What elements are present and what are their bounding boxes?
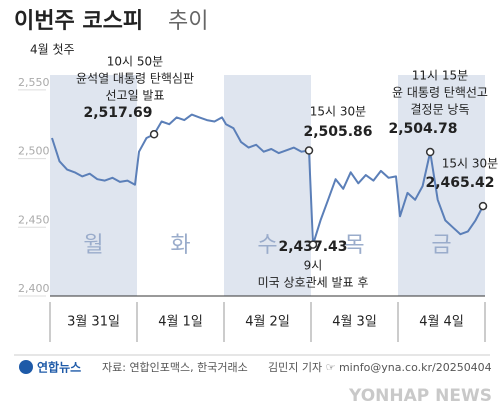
annotation: 결정문 낭독	[410, 103, 469, 117]
x-tick-label: 4월 1일	[158, 315, 203, 330]
point-marker	[149, 130, 159, 139]
day-mark: 목	[344, 233, 364, 258]
value-label: 2,505.86	[303, 124, 372, 140]
day-shade	[398, 75, 485, 296]
y-tick-label: 2,550	[18, 76, 50, 89]
y-tick-label: 2,400	[18, 282, 50, 295]
day-shade	[50, 75, 137, 296]
point-marker	[425, 147, 435, 157]
credit: 김민지 기자 ☞ minfo@yna.co.kr/20250404	[268, 361, 492, 374]
chart-subtitle: 추이	[168, 9, 208, 34]
x-tick-label: 3월 31일	[67, 315, 120, 330]
annotation: 10시 50분	[107, 55, 163, 69]
annotation: 윤 대통령 탄핵선고	[392, 86, 488, 100]
x-tick-label: 4월 2일	[245, 315, 290, 330]
shading	[50, 75, 485, 296]
annotation: 11시 15분	[412, 69, 468, 83]
day-mark: 월	[83, 233, 103, 258]
logo-icon	[19, 360, 33, 374]
x-tick-label: 4월 4일	[419, 315, 464, 330]
annotation: 15시 30분	[442, 157, 498, 171]
value-label: 2,504.78	[388, 121, 457, 137]
point-marker	[304, 146, 314, 155]
period-label: 4월 첫주	[30, 43, 75, 57]
x-tick-label: 4월 3일	[332, 315, 377, 330]
annotation: 선고일 발표	[105, 89, 164, 103]
day-shade	[224, 75, 311, 296]
value-label: 2,517.69	[83, 105, 152, 121]
annotation: 9시	[304, 259, 323, 273]
chart-title: 이번주 코스피	[14, 9, 143, 34]
point-marker	[308, 240, 318, 249]
value-label: 2,465.42	[425, 175, 494, 191]
logo: 연합뉴스	[37, 360, 81, 375]
watermark: YONHAP NEWS	[348, 386, 492, 406]
day-mark: 화	[170, 233, 190, 258]
y-tick-label: 2,450	[18, 213, 50, 226]
point-marker	[478, 201, 488, 211]
y-tick-label: 2,500	[18, 145, 50, 158]
annotation: 윤석열 대통령 탄핵심판	[76, 72, 194, 86]
source: 자료: 연합인포맥스, 한국거래소	[102, 361, 248, 374]
annotation: 미국 상호관세 발표 후	[258, 276, 369, 290]
annotation: 15시 30분	[310, 105, 366, 119]
day-mark: 수	[257, 233, 277, 258]
day-mark: 금	[431, 233, 451, 258]
price-line	[51, 113, 484, 246]
